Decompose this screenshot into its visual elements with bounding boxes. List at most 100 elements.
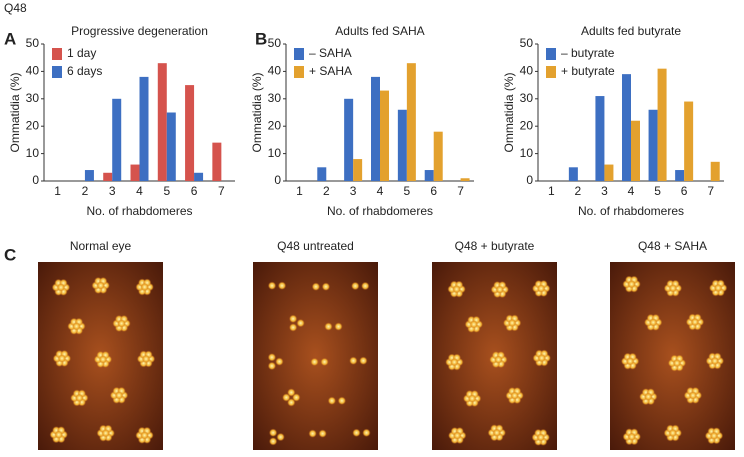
- bar: [397, 109, 407, 181]
- rhabdomere: [710, 431, 719, 440]
- y-tick-label: 30: [26, 91, 40, 105]
- rhabdomere: [337, 396, 347, 405]
- bar: [212, 142, 222, 181]
- y-tick-label: 40: [520, 64, 534, 78]
- rhabdomere: [267, 361, 277, 371]
- rhabdomere: [54, 430, 63, 439]
- rhabdomere: [352, 428, 361, 437]
- rhabdomere: [57, 354, 66, 363]
- rhabdomere: [101, 429, 110, 438]
- bar: [157, 63, 167, 181]
- rhabdomere: [277, 281, 287, 290]
- y-tick-label: 30: [268, 91, 282, 105]
- bar: [648, 109, 658, 181]
- legend-swatch: [294, 66, 304, 78]
- rhabdomere: [668, 428, 677, 437]
- x-axis-label: No. of rhabdomeres: [578, 204, 684, 218]
- rhabdomere: [537, 354, 546, 363]
- rhabdomere: [296, 318, 305, 328]
- bar: [657, 68, 667, 181]
- legend-swatch: [546, 66, 556, 78]
- rhabdomere: [494, 355, 503, 364]
- x-tick-label: 4: [136, 184, 143, 198]
- rhabdomere: [644, 392, 653, 401]
- bar: [380, 90, 389, 181]
- rhabdomere: [311, 282, 321, 291]
- rhabdomere: [142, 354, 151, 363]
- rhabdomere: [308, 429, 317, 438]
- panel-label: B: [255, 29, 267, 48]
- rhabdomere: [495, 285, 504, 294]
- rhabdomere: [98, 355, 107, 364]
- bar: [371, 76, 380, 181]
- legend-label: + SAHA: [309, 64, 352, 78]
- x-tick-label: 7: [218, 184, 225, 198]
- rhabdomere: [287, 388, 296, 397]
- rhabdomere: [536, 433, 545, 442]
- y-tick-label: 50: [520, 36, 534, 50]
- panel-label: A: [4, 29, 16, 48]
- rhabdomere: [324, 322, 333, 331]
- chart-title: Adults fed SAHA: [335, 24, 424, 38]
- rhabdomere: [690, 318, 699, 327]
- bar: [684, 101, 694, 181]
- bar: [622, 74, 631, 181]
- rhabdomere: [268, 428, 278, 437]
- x-tick-label: 4: [628, 184, 635, 198]
- rhabdomere: [452, 285, 461, 294]
- x-tick-label: 6: [430, 184, 437, 198]
- image-caption: Q48 untreated: [277, 239, 354, 253]
- x-axis-label: No. of rhabdomeres: [86, 204, 192, 218]
- y-tick-label: 20: [520, 118, 534, 132]
- bar: [604, 164, 614, 181]
- bar: [433, 131, 443, 181]
- y-axis-label: Ommatidia (%): [8, 72, 22, 152]
- x-tick-label: 3: [109, 184, 116, 198]
- rhabdomere: [140, 283, 149, 292]
- y-tick-label: 30: [520, 91, 534, 105]
- bar: [130, 164, 140, 181]
- x-tick-label: 5: [404, 184, 411, 198]
- rhabdomere: [321, 282, 331, 291]
- bar: [317, 167, 327, 181]
- rhabdomere: [115, 391, 124, 400]
- rhabdomere: [688, 391, 697, 400]
- bar: [460, 178, 470, 181]
- chart-title: Adults fed butyrate: [581, 24, 681, 38]
- legend-swatch: [52, 66, 62, 78]
- bar: [185, 85, 195, 181]
- bar: [112, 98, 122, 181]
- x-tick-label: 6: [191, 184, 198, 198]
- legend-label: + butyrate: [561, 64, 615, 78]
- rhabdomere: [359, 356, 368, 365]
- y-tick-label: 0: [32, 173, 39, 187]
- legend-label: 6 days: [67, 64, 102, 78]
- rhabdomere: [627, 280, 636, 289]
- rhabdomere: [710, 356, 719, 365]
- x-axis-label: No. of rhabdomeres: [327, 204, 433, 218]
- bar: [595, 96, 605, 181]
- legend-label: – butyrate: [561, 46, 615, 60]
- legend-swatch: [52, 48, 62, 60]
- y-tick-label: 10: [268, 146, 282, 160]
- bar: [194, 172, 204, 181]
- legend-label: – SAHA: [309, 46, 352, 60]
- micrographs: [38, 262, 735, 450]
- bar: [103, 172, 113, 181]
- bar: [406, 63, 416, 181]
- rhabdomere: [320, 357, 329, 367]
- rhabdomere: [75, 393, 84, 402]
- rhabdomere: [267, 353, 277, 362]
- legend-swatch: [546, 48, 556, 60]
- bar: [84, 170, 94, 181]
- bar: [424, 170, 434, 181]
- y-tick-label: 50: [268, 36, 282, 50]
- bar: [568, 167, 578, 181]
- rhabdomere: [362, 428, 371, 437]
- bar: [166, 112, 176, 181]
- rhabdomere: [327, 396, 337, 405]
- image-caption: Q48 + butyrate: [455, 239, 535, 253]
- x-tick-label: 5: [654, 184, 661, 198]
- chart-title: Progressive degeneration: [71, 24, 208, 38]
